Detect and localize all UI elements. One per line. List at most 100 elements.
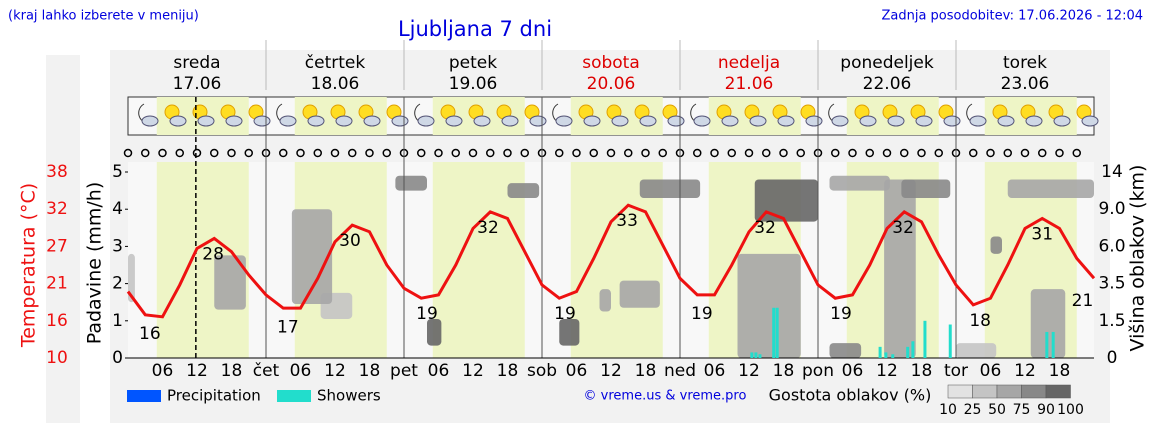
wind-icon [123, 148, 133, 158]
temp-tick-label: 16 [46, 311, 68, 331]
x-tick-label: 06 [152, 361, 174, 381]
wind-icon [175, 148, 184, 158]
temp-label: 30 [339, 231, 361, 251]
wind-icon [192, 148, 202, 158]
temp-label: 32 [754, 218, 776, 238]
day-name: sobota [582, 53, 640, 73]
cloud-icon [391, 115, 409, 127]
cloud-icon [335, 115, 353, 127]
legend-swatch [127, 390, 161, 402]
wind-icon [572, 148, 581, 158]
cloud-icon [997, 115, 1015, 127]
cloud-block [829, 343, 862, 358]
temp-label: 32 [892, 218, 914, 238]
cloud-block [754, 179, 818, 222]
y-axis-title: Padavine (mm/h) [84, 182, 106, 345]
updated: Zadnja posodobitev: 17.06.2026 - 12:04 [881, 9, 1143, 24]
cloud-icon [1053, 115, 1071, 127]
density-swatch [972, 384, 998, 399]
day-name: nedelja [718, 53, 780, 73]
cloud-icon [943, 115, 961, 127]
day-name: torek [1003, 53, 1047, 73]
legend-label: Showers [317, 387, 381, 405]
cloud-block [639, 179, 701, 199]
precip-bar [891, 354, 895, 358]
day-date: 19.06 [449, 74, 498, 94]
cloud-tick-label: 3.5 [1098, 274, 1125, 294]
x-tick-label: 12 [462, 361, 484, 381]
cloud-tick-label: 1.5 [1098, 311, 1125, 331]
cloud-block [214, 255, 246, 310]
temp-label: 19 [554, 304, 576, 324]
cloud-icon [555, 115, 573, 127]
cloud-icon [693, 115, 711, 127]
wind-icon [1038, 148, 1047, 158]
wind-icon [468, 148, 478, 158]
wind-icon [417, 148, 426, 158]
x-tick-label: 06 [566, 361, 588, 381]
cloud-icon [445, 115, 463, 127]
wind-icon [503, 148, 512, 158]
temp-label: 19 [691, 304, 713, 324]
day-date: 20.06 [587, 74, 636, 94]
precip-bar [754, 352, 758, 358]
credit: © vreme.us & vreme.pro [584, 389, 747, 404]
density-swatch [996, 384, 1022, 399]
wind-icon [451, 148, 460, 158]
cloud-block [1007, 179, 1094, 199]
cloud-icon [667, 115, 685, 127]
cloud-icon [583, 115, 601, 127]
cloud-axis-title: Višina oblakov (km) [1127, 165, 1149, 352]
cloud-block [737, 253, 801, 358]
precip-bar [911, 341, 915, 358]
x-tick-label: sob [527, 361, 557, 381]
wind-icon [624, 148, 633, 158]
day-date: 17.06 [173, 74, 222, 94]
cloud-icon [225, 115, 243, 127]
cloud-icon [169, 115, 187, 127]
temp-label: 19 [830, 304, 852, 324]
temp-label: 31 [1031, 225, 1053, 245]
temp-label: 28 [202, 244, 224, 264]
cloud-block [395, 175, 427, 191]
y-tick-label: 1 [112, 311, 123, 331]
density-tick-label: 25 [964, 402, 982, 418]
x-tick-label: 18 [635, 361, 657, 381]
cloud-block [990, 236, 1002, 254]
density-swatch [1021, 384, 1047, 399]
wind-icon [710, 148, 719, 158]
x-tick-label: 12 [600, 361, 622, 381]
cloud-block [599, 289, 611, 312]
temp-label: 18 [969, 311, 991, 331]
cloud-tick-label: 9.0 [1098, 199, 1125, 219]
temp-tick-label: 38 [46, 162, 68, 182]
wind-icon [227, 148, 236, 158]
wind-icon [486, 148, 495, 158]
wind-icon [158, 148, 167, 158]
day-name: sreda [173, 53, 220, 73]
legend-swatch [277, 390, 311, 402]
x-tick-label: pet [390, 361, 418, 381]
cloud-icon [831, 115, 849, 127]
y-tick-label: 2 [112, 274, 123, 294]
y-tick-label: 5 [112, 162, 123, 182]
wind-icon [382, 148, 391, 158]
x-tick-label: tor [944, 361, 968, 381]
wind-icon [744, 148, 754, 158]
cloud-block [901, 179, 951, 199]
precip-bar [750, 352, 754, 358]
x-tick-label: čet [253, 361, 280, 381]
cloud-tick-label: 0 [1107, 348, 1118, 368]
day-name: četrtek [305, 53, 366, 73]
wind-icon [641, 148, 650, 158]
cloud-icon [141, 115, 159, 127]
wind-icon [555, 148, 564, 158]
temp-tick-label: 10 [46, 348, 68, 368]
cloud-icon [529, 115, 547, 127]
wind-icon [727, 148, 736, 158]
cloud-block [559, 318, 580, 346]
y-tick-label: 0 [112, 348, 123, 368]
precip-bar [906, 346, 910, 358]
wind-icon [330, 148, 340, 158]
axis-panel [46, 55, 80, 423]
